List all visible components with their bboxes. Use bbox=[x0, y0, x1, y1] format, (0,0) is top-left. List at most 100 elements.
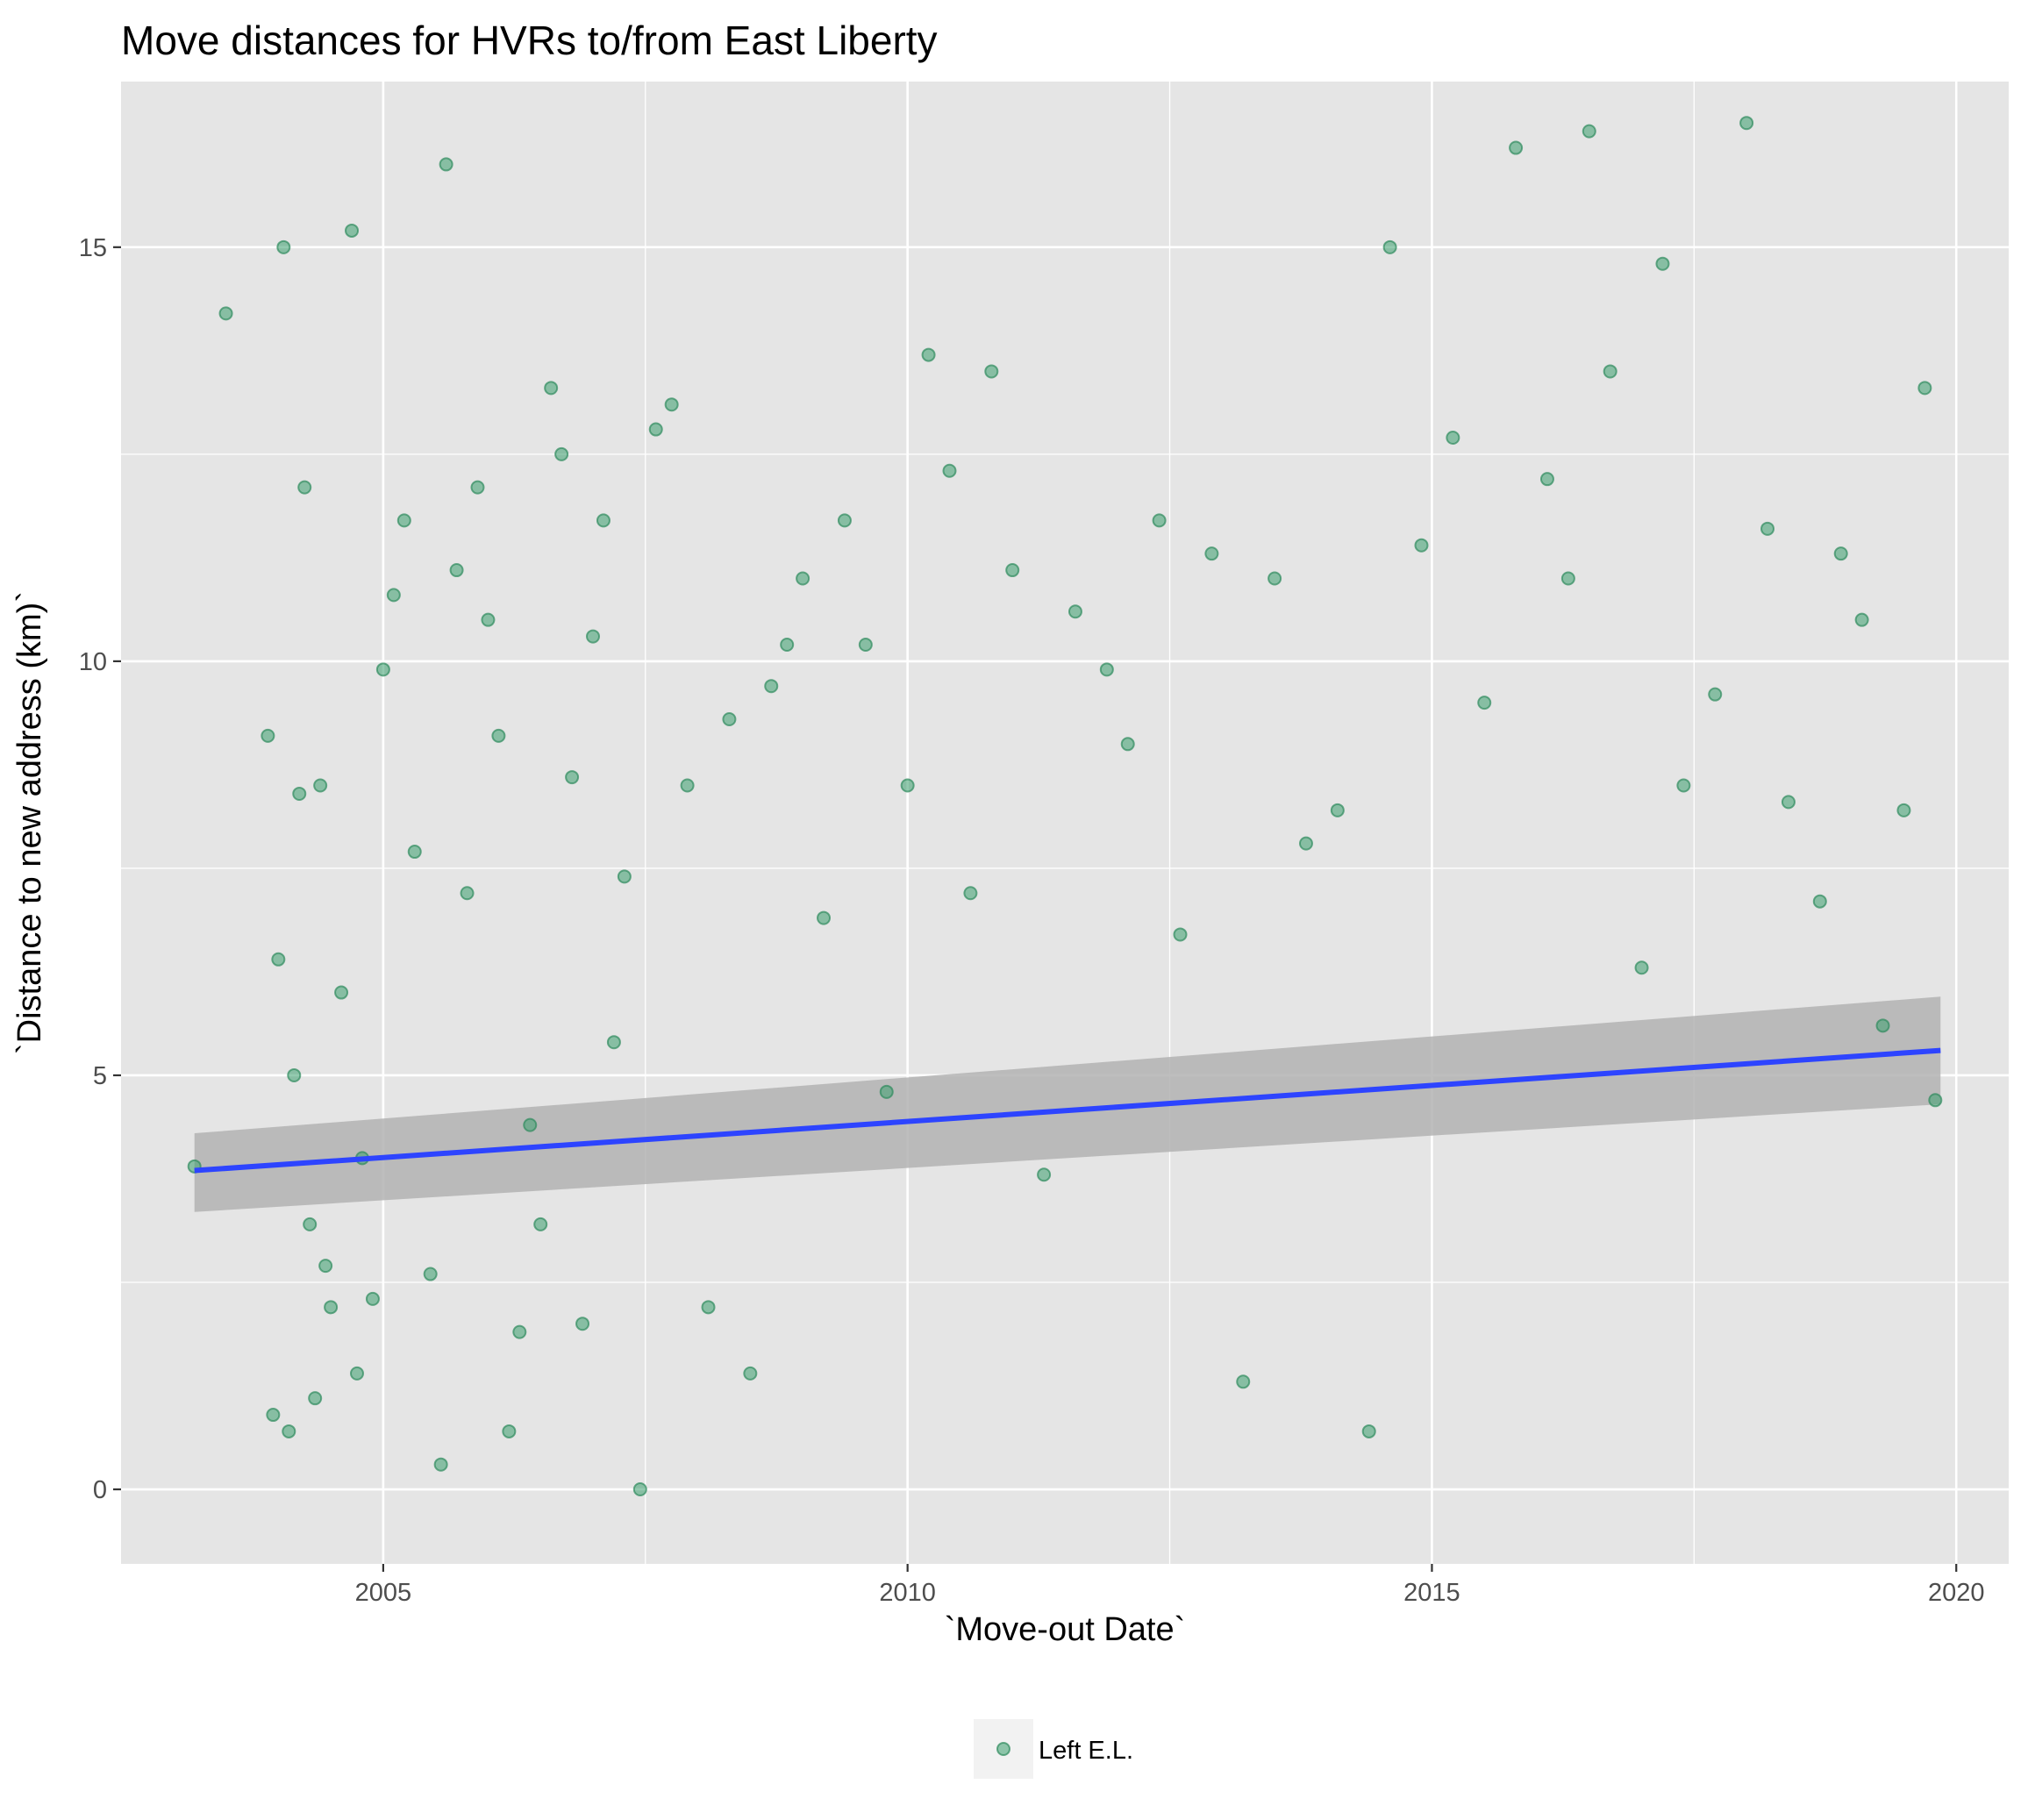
data-point bbox=[407, 845, 422, 860]
x-tick-label: 2010 bbox=[879, 1579, 936, 1607]
data-point bbox=[491, 728, 506, 743]
plot-panel bbox=[121, 82, 2009, 1564]
confidence-band-area bbox=[194, 996, 1941, 1212]
data-point bbox=[1854, 612, 1869, 627]
data-point bbox=[1582, 124, 1596, 139]
x-tick-label: 2005 bbox=[355, 1579, 412, 1607]
data-point bbox=[1037, 1167, 1052, 1182]
confidence-band bbox=[194, 996, 1941, 1212]
data-point bbox=[1812, 894, 1827, 909]
data-point bbox=[586, 629, 600, 644]
data-point bbox=[297, 480, 312, 495]
data-point bbox=[324, 1300, 339, 1315]
x-axis-title: `Move-out Date` bbox=[945, 1611, 1186, 1648]
data-point bbox=[1634, 960, 1649, 975]
data-point bbox=[837, 513, 852, 528]
data-point bbox=[780, 638, 795, 653]
data-point bbox=[1268, 571, 1282, 586]
data-point bbox=[1708, 687, 1723, 702]
data-point bbox=[282, 1424, 296, 1438]
data-point bbox=[502, 1424, 517, 1438]
data-point bbox=[1120, 737, 1135, 752]
data-point bbox=[743, 1366, 758, 1381]
data-point bbox=[313, 778, 328, 793]
data-point bbox=[1928, 1093, 1943, 1108]
data-point bbox=[1560, 571, 1575, 586]
data-point bbox=[963, 886, 978, 901]
data-point bbox=[334, 985, 349, 1000]
data-point bbox=[1875, 1018, 1890, 1033]
data-points bbox=[187, 116, 1943, 1497]
data-point bbox=[1099, 662, 1114, 677]
y-axis: 0 5 10 15 bbox=[79, 234, 121, 1504]
legend-marker bbox=[996, 1742, 1010, 1756]
x-axis: 2005 2010 2015 2020 bbox=[355, 1564, 1985, 1607]
data-point bbox=[617, 869, 632, 884]
data-point bbox=[423, 1267, 438, 1281]
data-point bbox=[879, 1084, 894, 1099]
data-point bbox=[1781, 795, 1796, 810]
data-point bbox=[303, 1217, 318, 1231]
data-point bbox=[449, 563, 464, 578]
y-tick-label: 5 bbox=[93, 1062, 107, 1090]
data-point bbox=[523, 1117, 538, 1132]
data-point bbox=[1330, 803, 1345, 817]
legend: Left E.L. bbox=[974, 1719, 1133, 1779]
data-point bbox=[481, 612, 496, 627]
x-tick-label: 2015 bbox=[1403, 1579, 1460, 1607]
data-point bbox=[261, 728, 275, 743]
data-point bbox=[433, 1457, 448, 1472]
data-point bbox=[1477, 696, 1492, 710]
data-point bbox=[1739, 116, 1754, 131]
data-point bbox=[350, 1366, 364, 1381]
legend-label: Left E.L. bbox=[1039, 1737, 1133, 1765]
data-point bbox=[1833, 546, 1848, 561]
data-point bbox=[439, 157, 453, 172]
data-point bbox=[1204, 546, 1219, 561]
data-point bbox=[817, 910, 832, 925]
data-point bbox=[1152, 513, 1167, 528]
trend-line-path bbox=[194, 1047, 1941, 1174]
data-point bbox=[632, 1482, 647, 1497]
data-point bbox=[1382, 239, 1397, 254]
data-point bbox=[318, 1259, 333, 1274]
data-point bbox=[596, 513, 611, 528]
data-point bbox=[575, 1317, 590, 1331]
data-point bbox=[1896, 803, 1911, 817]
data-point bbox=[554, 446, 569, 461]
data-point bbox=[533, 1217, 548, 1231]
data-point bbox=[606, 1035, 621, 1050]
data-point bbox=[308, 1391, 323, 1406]
data-point bbox=[900, 778, 915, 793]
y-tick-label: 10 bbox=[79, 648, 107, 676]
data-point bbox=[722, 711, 737, 726]
data-point bbox=[1446, 430, 1460, 445]
data-point bbox=[266, 1408, 281, 1423]
data-point bbox=[942, 463, 957, 478]
data-point bbox=[680, 778, 695, 793]
data-point bbox=[276, 239, 291, 254]
data-point bbox=[287, 1067, 302, 1082]
data-point bbox=[701, 1300, 716, 1315]
data-point bbox=[648, 422, 663, 437]
data-point bbox=[1603, 364, 1617, 379]
data-point bbox=[858, 638, 873, 653]
data-point bbox=[460, 886, 475, 901]
x-tick-label: 2020 bbox=[1928, 1579, 1985, 1607]
data-point bbox=[1760, 521, 1775, 536]
data-point bbox=[1236, 1374, 1251, 1389]
gridlines bbox=[121, 82, 2009, 1564]
data-point bbox=[1068, 604, 1082, 619]
data-point bbox=[1414, 538, 1429, 553]
data-point bbox=[544, 381, 559, 396]
data-point bbox=[386, 588, 401, 603]
data-point bbox=[271, 952, 286, 967]
data-point bbox=[664, 397, 679, 412]
data-point bbox=[1173, 927, 1188, 942]
data-point bbox=[1655, 256, 1670, 271]
trend-line bbox=[194, 1047, 1941, 1174]
data-point bbox=[1298, 836, 1313, 851]
data-point bbox=[1539, 472, 1554, 487]
data-point bbox=[365, 1291, 380, 1306]
